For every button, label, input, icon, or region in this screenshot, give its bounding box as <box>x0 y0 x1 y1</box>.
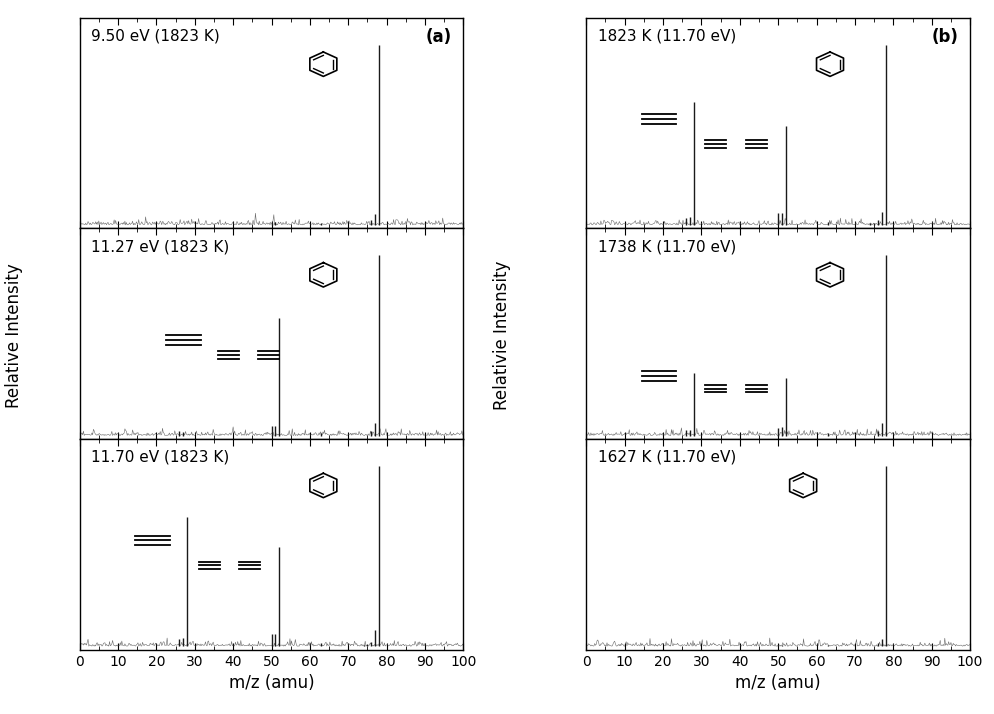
Text: 1627 K (11.70 eV): 1627 K (11.70 eV) <box>597 450 736 465</box>
Text: 1823 K (11.70 eV): 1823 K (11.70 eV) <box>597 29 736 44</box>
Text: Relative Intensity: Relative Intensity <box>5 263 23 408</box>
X-axis label: m/z (amu): m/z (amu) <box>735 674 820 692</box>
X-axis label: m/z (amu): m/z (amu) <box>229 674 314 692</box>
Text: Relativie Intensity: Relativie Intensity <box>492 261 510 411</box>
Text: 9.50 eV (1823 K): 9.50 eV (1823 K) <box>91 29 220 44</box>
Text: (b): (b) <box>930 29 957 46</box>
Text: 11.70 eV (1823 K): 11.70 eV (1823 K) <box>91 450 230 465</box>
Text: 1738 K (11.70 eV): 1738 K (11.70 eV) <box>597 239 736 254</box>
Text: 11.27 eV (1823 K): 11.27 eV (1823 K) <box>91 239 230 254</box>
Text: (a): (a) <box>425 29 451 46</box>
